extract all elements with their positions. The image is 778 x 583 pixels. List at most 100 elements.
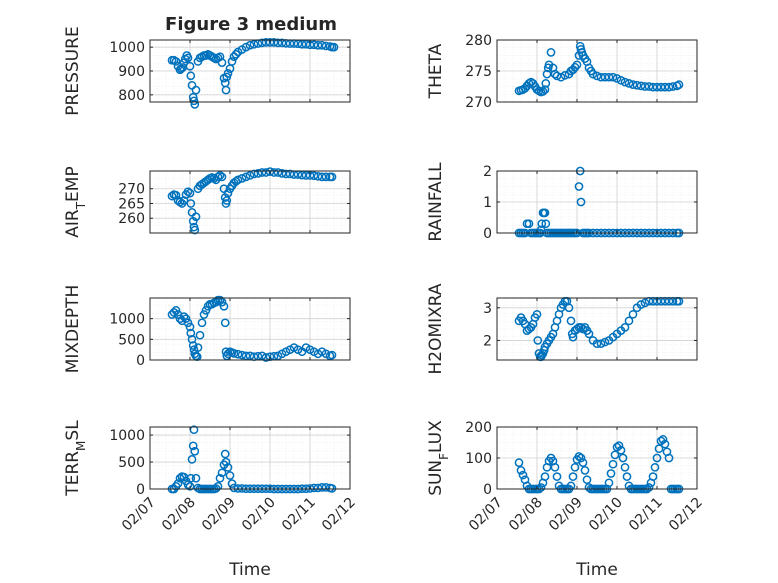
subplot-theta: 270 275 280 THETA xyxy=(426,33,698,111)
data-point xyxy=(552,71,562,81)
data-point xyxy=(237,484,247,493)
y-tick-label: 1000 xyxy=(109,40,145,56)
data-point xyxy=(600,72,610,82)
data-point xyxy=(632,80,642,90)
data-point xyxy=(604,478,614,488)
data-point xyxy=(329,42,339,52)
data-point xyxy=(660,82,670,92)
data-point xyxy=(186,71,196,81)
data-point xyxy=(588,69,598,79)
y-axis-label: H2OMIXRA xyxy=(426,283,446,374)
data-point xyxy=(550,462,560,472)
y-tick-label: 500 xyxy=(118,455,145,471)
data-point xyxy=(188,441,198,451)
y-tick-label: 1 xyxy=(483,195,492,211)
data-point xyxy=(582,475,592,485)
data-point xyxy=(660,439,670,449)
y-tick-label: 265 xyxy=(118,196,145,212)
data-point xyxy=(186,473,196,483)
data-point xyxy=(187,454,197,464)
data-point xyxy=(514,458,524,467)
y-tick-label: 2 xyxy=(483,333,492,349)
x-tick-label: 02/11 xyxy=(626,495,666,535)
data-point xyxy=(540,208,550,218)
y-axis-label: RAINFALL xyxy=(426,162,446,242)
data-point xyxy=(215,171,225,180)
axes-box xyxy=(149,170,351,234)
data-point xyxy=(197,318,207,328)
data-point xyxy=(241,172,251,182)
data-point xyxy=(186,328,196,338)
data-point xyxy=(233,349,243,359)
data-point xyxy=(538,87,548,96)
y-tick-label: 1000 xyxy=(109,428,145,444)
data-point xyxy=(265,38,275,47)
data-point xyxy=(600,337,610,347)
data-point xyxy=(566,316,576,326)
y-axis-label: AIRTEMP xyxy=(63,166,88,237)
data-point xyxy=(223,349,233,359)
data-point xyxy=(215,295,225,305)
data-point xyxy=(321,483,331,492)
data-point xyxy=(301,171,311,180)
data-point xyxy=(273,38,283,48)
data-point xyxy=(570,462,580,472)
data-point xyxy=(175,197,185,207)
data-point xyxy=(556,72,566,82)
data-point xyxy=(223,188,233,198)
y-tick-label: 280 xyxy=(465,33,492,49)
data-point xyxy=(257,168,267,177)
data-point xyxy=(584,329,594,339)
data-point xyxy=(568,472,578,481)
data-point xyxy=(201,306,211,315)
subplot-pressure: 800 900 1000 PRESSURE xyxy=(63,26,351,116)
data-point xyxy=(277,169,287,178)
x-tick-label: 02/08 xyxy=(159,495,199,535)
y-tick-label: 800 xyxy=(118,88,145,104)
data-point xyxy=(321,41,331,51)
y-tick-label: 260 xyxy=(118,211,145,227)
y-tick-label: 270 xyxy=(118,182,145,198)
data-point xyxy=(249,169,259,179)
data-point xyxy=(656,82,666,92)
data-point xyxy=(195,330,205,340)
data-point xyxy=(223,69,233,78)
data-point xyxy=(221,85,231,95)
data-point xyxy=(574,452,584,461)
data-point xyxy=(674,80,684,89)
data-point xyxy=(327,350,337,360)
axes-box xyxy=(149,297,351,361)
data-point xyxy=(190,446,200,456)
y-tick-label: 270 xyxy=(465,95,492,111)
y-tick-label: 900 xyxy=(118,64,145,80)
x-tick-label: 02/07 xyxy=(466,495,506,535)
data-point xyxy=(540,85,550,94)
data-point xyxy=(606,469,616,478)
data-point xyxy=(313,40,323,50)
x-tick-label: 02/10 xyxy=(586,495,626,535)
data-point xyxy=(217,468,227,478)
data-point xyxy=(191,85,201,95)
data-point xyxy=(273,168,283,177)
data-point xyxy=(570,62,580,72)
data-point xyxy=(541,79,551,88)
data-point xyxy=(624,79,634,88)
data-point xyxy=(190,100,200,109)
data-point xyxy=(608,459,618,469)
data-point xyxy=(592,71,602,81)
data-point xyxy=(640,298,650,308)
data-point xyxy=(245,351,255,361)
data-point xyxy=(185,481,195,491)
data-point xyxy=(227,479,237,488)
y-tick-label: 2 xyxy=(483,164,492,180)
data-point xyxy=(658,435,668,444)
data-point xyxy=(327,484,337,493)
data-point xyxy=(188,341,198,350)
figure-title: Figure 3 medium xyxy=(165,14,337,35)
x-tick-label: 02/12 xyxy=(666,495,706,535)
data-point xyxy=(650,462,660,472)
y-axis-label: MIXDEPTH xyxy=(63,285,83,374)
data-point xyxy=(241,351,251,361)
data-point xyxy=(624,316,634,326)
